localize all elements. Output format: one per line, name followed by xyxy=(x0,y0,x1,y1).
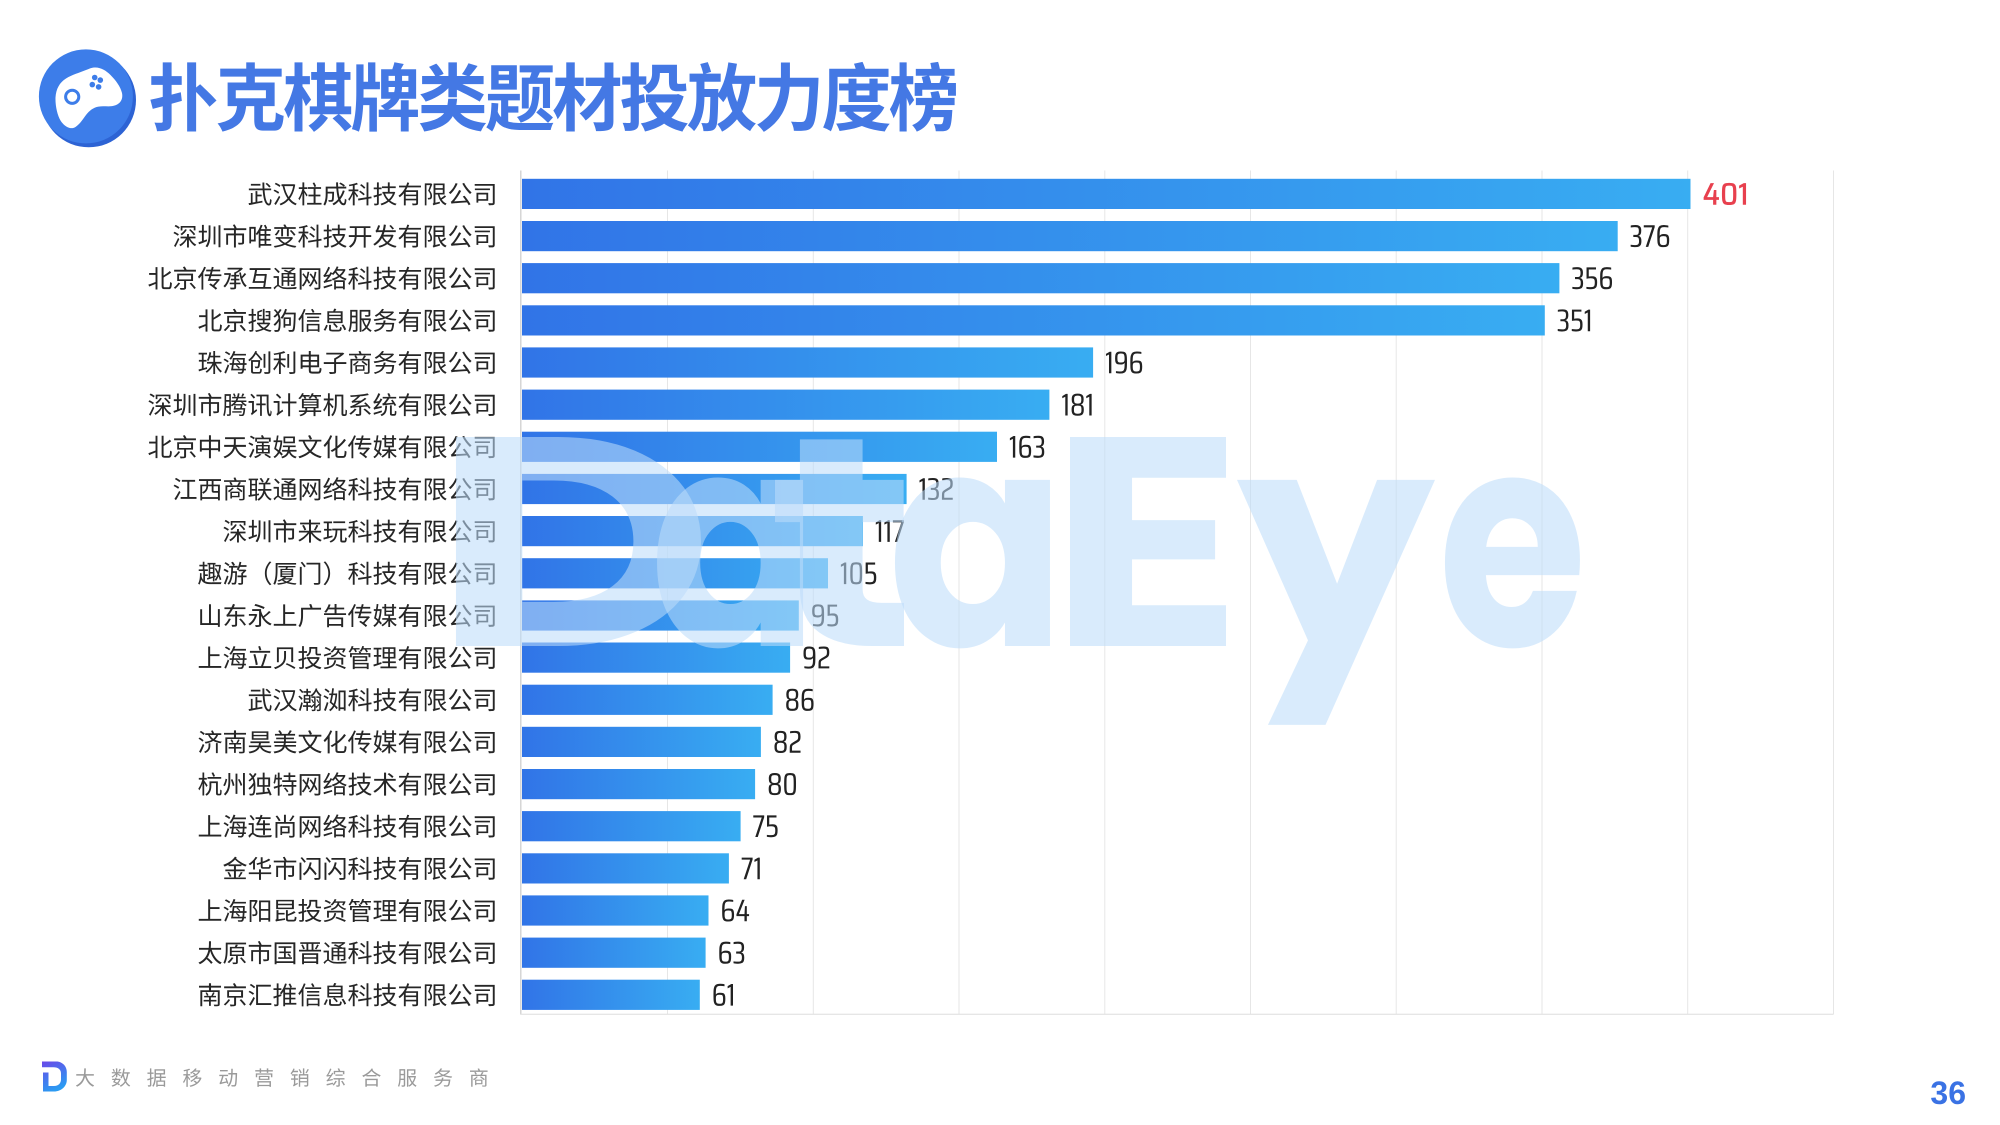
svg-text:36: 36 xyxy=(1930,1075,1966,1111)
